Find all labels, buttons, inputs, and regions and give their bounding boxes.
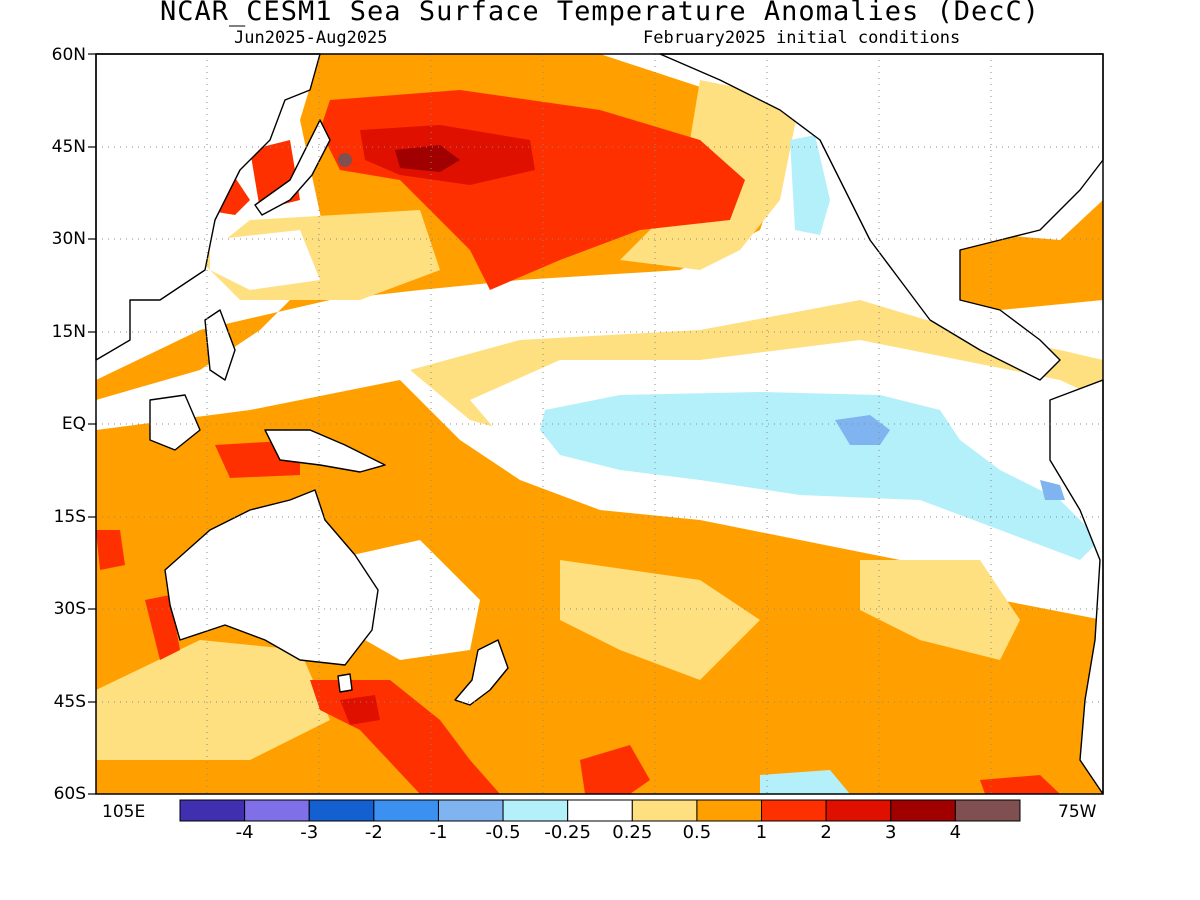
anomaly-region-lightblue — [835, 415, 890, 445]
color-bar-label: 4 — [949, 822, 962, 843]
color-bar-label: 1 — [755, 822, 768, 843]
landmass-philippines — [204, 309, 236, 381]
anomaly-region-orange — [950, 200, 1103, 310]
color-bar-swatch — [696, 799, 763, 822]
anomaly-region-darkred — [340, 695, 380, 725]
color-bar-label: 0.25 — [612, 822, 653, 843]
anomaly-region-red — [980, 775, 1060, 794]
color-bar-swatch — [179, 799, 246, 822]
color-bar-swatch — [502, 799, 569, 822]
anomaly-region-red — [96, 530, 125, 570]
color-bar-swatch — [631, 799, 698, 822]
landmass-north-america — [659, 53, 1104, 381]
landmass-australia — [164, 489, 379, 666]
anomaly-region-yellow — [860, 560, 1020, 660]
color-bar-swatch — [567, 799, 633, 822]
anomaly-region-cyan — [760, 770, 850, 794]
landmass-new-zealand — [454, 639, 509, 706]
map-title: NCAR_CESM1 Sea Surface Temperature Anoma… — [159, 0, 1041, 27]
landmass-tasmania — [337, 673, 353, 693]
lat-label: 45N — [51, 137, 86, 157]
color-bar-swatch — [954, 799, 1021, 822]
color-bar-label: -2 — [364, 822, 383, 843]
color-bar-swatch — [244, 799, 310, 822]
anomaly-region-neutral — [760, 210, 860, 310]
landmass-new-guinea — [264, 429, 386, 473]
anomaly-region-cyan — [540, 392, 1100, 560]
color-bar-label: -0.5 — [485, 822, 521, 843]
lat-label: 15N — [51, 322, 86, 342]
color-bar-swatch — [308, 799, 375, 822]
landmass-asia — [95, 53, 321, 361]
initial-conditions: February2025 initial conditions — [643, 28, 961, 48]
color-bar-label: -1 — [429, 822, 448, 843]
lon-label-west: 105E — [102, 802, 146, 822]
color-bar-label: -0.25 — [544, 822, 591, 843]
lat-label: 45S — [53, 692, 86, 712]
lat-label: 60S — [53, 784, 86, 804]
coastlines — [95, 53, 1104, 795]
anomaly-region-cyan — [790, 135, 830, 235]
anomaly-region-neutral — [210, 230, 320, 290]
color-bar-label: 3 — [885, 822, 897, 843]
color-bar-swatch — [890, 799, 956, 822]
color-bar-swatch — [761, 799, 827, 822]
color-bar-swatch — [373, 799, 439, 822]
anomaly-region-brown — [338, 153, 352, 167]
anomaly-region-lightblue — [1040, 480, 1065, 500]
color-bar — [179, 799, 1021, 822]
lon-label-east: 75W — [1058, 802, 1097, 822]
lat-label: 30S — [53, 599, 86, 619]
anomaly-region-yellow — [96, 640, 330, 760]
forecast-period: Jun2025-Aug2025 — [234, 28, 388, 48]
color-bar-swatch — [437, 799, 504, 822]
color-bar-label: -4 — [235, 822, 254, 843]
lat-label: EQ — [61, 414, 86, 434]
anomaly-region-maroon — [395, 145, 460, 172]
landmass-borneo — [149, 394, 201, 451]
anomaly-region-yellow — [560, 560, 760, 680]
color-bar-label: -3 — [300, 822, 319, 843]
axis-ticks — [88, 53, 96, 795]
lat-label: 60N — [51, 45, 86, 65]
anomaly-region-red — [580, 745, 650, 794]
lat-label: 15S — [53, 507, 86, 527]
color-bar-label: 0.5 — [682, 822, 712, 843]
color-bar-label: 2 — [820, 822, 832, 843]
landmass-japan — [254, 119, 331, 216]
color-bar-swatch — [825, 799, 892, 822]
lat-label: 30N — [51, 229, 86, 249]
